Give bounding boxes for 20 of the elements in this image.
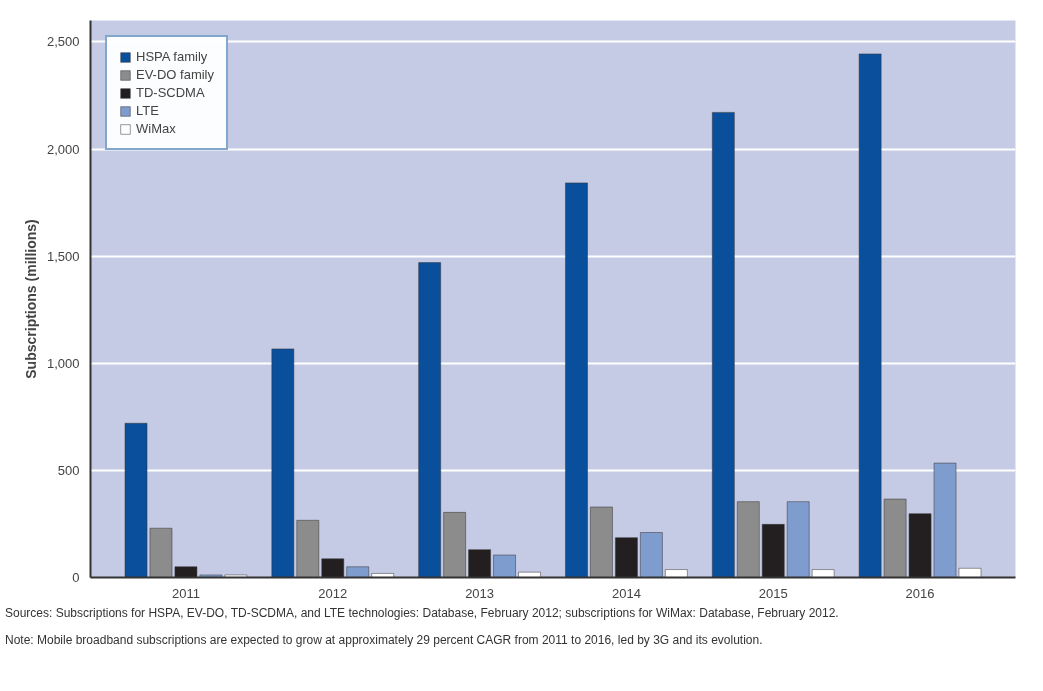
legend-label: WiMax — [136, 121, 176, 136]
legend-label: EV-DO family — [136, 67, 215, 82]
x-tick-label: 2014 — [611, 585, 641, 601]
x-tick-label: 2016 — [905, 585, 935, 601]
x-tick-label: 2013 — [465, 585, 495, 601]
y-tick-label: 1,500 — [46, 248, 80, 264]
y-tick-label: 500 — [57, 462, 80, 478]
text: Note: Mobile broadband subscriptions are expected to grow at approximately 29 percent CAGR from 2011 to 2016, led by 3G and its evolution. — [5, 632, 763, 650]
y-tick-label: 1,000 — [46, 355, 80, 371]
y-tick-label: 0 — [72, 570, 80, 585]
x-tick-label: 2012 — [318, 585, 348, 601]
y-tick-label: 2,000 — [46, 141, 80, 157]
y-tick-label: 2,500 — [46, 34, 80, 50]
x-tick-label: 2011 — [171, 585, 200, 601]
legend-label: LTE — [136, 103, 159, 118]
source-note: Sources: Subscriptions for HSPA, EV-DO, TD-SCDMA, and LTE technologies: Database, February 2012; subscriptions for WiMax: Database, February 2012. — [5, 605, 839, 622]
legend-label: HSPA family — [136, 49, 208, 64]
legend-label: TD-SCDMA — [136, 85, 205, 100]
y-axis-title: Subscriptions (millions) — [22, 219, 39, 379]
x-tick-label: 2015 — [758, 585, 788, 601]
